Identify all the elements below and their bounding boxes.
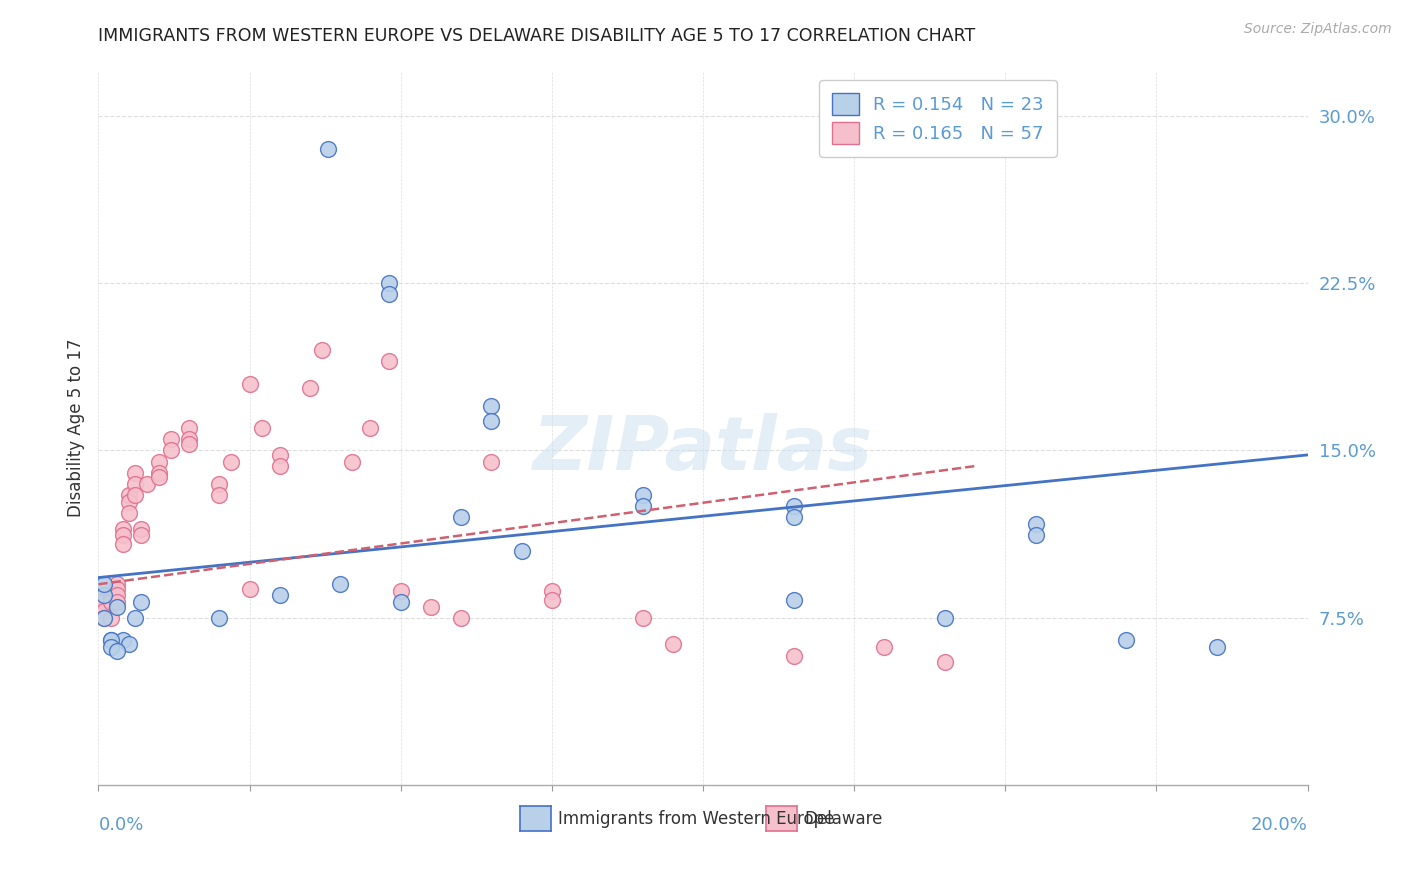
Point bbox=[100, 589, 122, 603]
Point bbox=[105, 577, 128, 591]
Point bbox=[934, 611, 956, 625]
Point bbox=[631, 611, 654, 625]
Point bbox=[160, 433, 183, 447]
Point bbox=[782, 592, 804, 607]
Point bbox=[377, 354, 399, 368]
Point bbox=[105, 582, 128, 596]
Point bbox=[450, 611, 472, 625]
Point bbox=[221, 455, 243, 469]
Point bbox=[1206, 640, 1229, 654]
Point bbox=[510, 544, 533, 558]
Point bbox=[124, 611, 146, 625]
Point bbox=[124, 466, 146, 480]
Point bbox=[540, 592, 562, 607]
Point bbox=[124, 488, 146, 502]
Point bbox=[1115, 633, 1137, 648]
Point bbox=[160, 443, 183, 458]
Point bbox=[389, 595, 412, 609]
Point bbox=[377, 277, 399, 291]
Point bbox=[782, 510, 804, 524]
Point bbox=[269, 448, 291, 462]
Point bbox=[105, 644, 128, 658]
Point bbox=[208, 488, 231, 502]
Point bbox=[299, 381, 322, 395]
Point bbox=[148, 470, 170, 484]
Point bbox=[111, 633, 134, 648]
Point bbox=[93, 592, 115, 607]
Point bbox=[1024, 516, 1046, 531]
Text: Immigrants from Western Europe: Immigrants from Western Europe bbox=[558, 810, 835, 828]
Point bbox=[105, 599, 128, 614]
Point bbox=[93, 611, 115, 625]
Point bbox=[129, 528, 152, 542]
Point bbox=[250, 421, 273, 435]
Point bbox=[342, 455, 364, 469]
Point bbox=[239, 582, 262, 596]
Point bbox=[100, 640, 122, 654]
Point bbox=[450, 510, 472, 524]
Point bbox=[360, 421, 382, 435]
Point bbox=[124, 476, 146, 491]
Point bbox=[177, 436, 201, 450]
Point bbox=[93, 589, 115, 603]
Point bbox=[118, 637, 141, 651]
Point bbox=[329, 577, 352, 591]
Point bbox=[1024, 528, 1046, 542]
Point bbox=[118, 506, 141, 520]
Point bbox=[540, 584, 562, 599]
Point bbox=[873, 640, 896, 654]
Text: Source: ZipAtlas.com: Source: ZipAtlas.com bbox=[1244, 22, 1392, 37]
Point bbox=[93, 589, 115, 603]
Point bbox=[631, 500, 654, 514]
Point bbox=[100, 611, 122, 625]
Point bbox=[93, 604, 115, 618]
Point bbox=[208, 611, 231, 625]
Point bbox=[934, 655, 956, 669]
Y-axis label: Disability Age 5 to 17: Disability Age 5 to 17 bbox=[66, 339, 84, 517]
Point bbox=[148, 466, 170, 480]
Point bbox=[100, 595, 122, 609]
Legend: R = 0.154   N = 23, R = 0.165   N = 57: R = 0.154 N = 23, R = 0.165 N = 57 bbox=[820, 80, 1057, 157]
Text: IMMIGRANTS FROM WESTERN EUROPE VS DELAWARE DISABILITY AGE 5 TO 17 CORRELATION CH: IMMIGRANTS FROM WESTERN EUROPE VS DELAWA… bbox=[98, 27, 976, 45]
Point bbox=[311, 343, 333, 358]
Point bbox=[389, 584, 412, 599]
Point bbox=[239, 376, 262, 391]
Point bbox=[118, 494, 141, 508]
Point bbox=[208, 476, 231, 491]
Point bbox=[481, 399, 503, 413]
Point bbox=[111, 521, 134, 535]
Text: 0.0%: 0.0% bbox=[98, 816, 143, 834]
Text: Delaware: Delaware bbox=[804, 810, 883, 828]
Point bbox=[111, 528, 134, 542]
Point bbox=[481, 455, 503, 469]
Point bbox=[631, 488, 654, 502]
Point bbox=[481, 414, 503, 429]
Point bbox=[419, 599, 441, 614]
Point bbox=[377, 287, 399, 301]
Point bbox=[129, 595, 152, 609]
Point bbox=[316, 143, 339, 157]
Point bbox=[105, 595, 128, 609]
Point bbox=[118, 488, 141, 502]
Point bbox=[105, 589, 128, 603]
Point bbox=[93, 611, 115, 625]
Point bbox=[177, 421, 201, 435]
Point bbox=[269, 589, 291, 603]
Point bbox=[129, 521, 152, 535]
Point bbox=[135, 476, 157, 491]
Point bbox=[269, 459, 291, 474]
Point bbox=[661, 637, 683, 651]
Text: 20.0%: 20.0% bbox=[1251, 816, 1308, 834]
Point bbox=[782, 648, 804, 663]
Point bbox=[111, 537, 134, 551]
Point bbox=[93, 595, 115, 609]
Point bbox=[148, 455, 170, 469]
Text: ZIPatlas: ZIPatlas bbox=[533, 413, 873, 486]
Point bbox=[177, 433, 201, 447]
Point bbox=[100, 633, 122, 648]
Point bbox=[782, 500, 804, 514]
Point bbox=[100, 592, 122, 607]
Point bbox=[93, 577, 115, 591]
Point bbox=[100, 633, 122, 648]
